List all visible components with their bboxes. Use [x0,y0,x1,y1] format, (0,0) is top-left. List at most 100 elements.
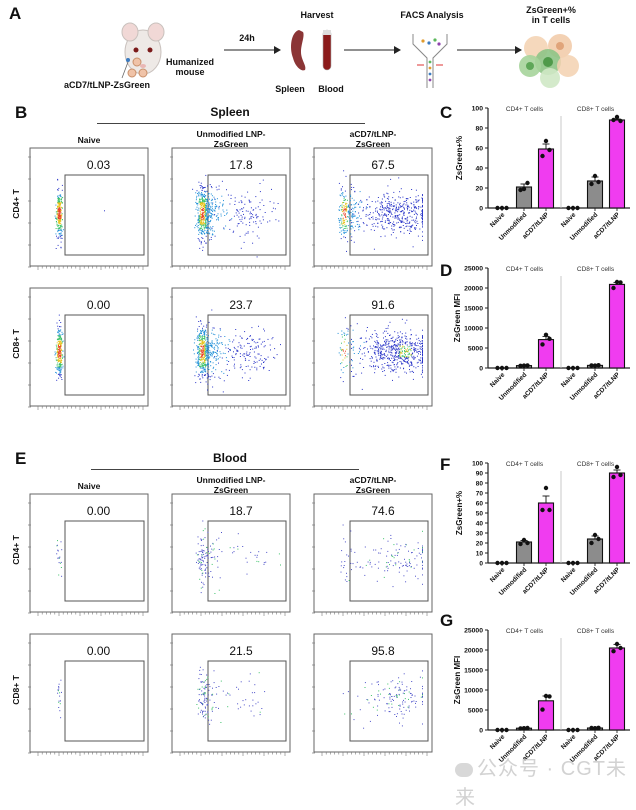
event-dot [422,547,423,549]
event-dot [374,346,376,348]
event-dot [407,357,409,359]
event-dot [57,214,59,216]
event-dot [346,327,348,329]
gate[interactable] [207,520,287,602]
event-dot [398,207,400,209]
event-dot [415,702,416,704]
event-dot [348,213,350,215]
event-dot [208,223,210,225]
event-dot [365,208,367,210]
event-dot [382,366,384,368]
event-dot [225,694,227,696]
gate[interactable] [64,174,145,256]
event-dot [203,199,205,201]
event-dot [403,203,405,205]
gate[interactable] [207,174,287,256]
event-dot [216,342,218,344]
event-dot [400,206,402,207]
event-dot [241,337,243,339]
event-dot [207,374,209,376]
event-dot [422,329,423,331]
event-dot [205,572,207,574]
event-dot [57,331,59,333]
event-dot [246,353,248,355]
gate[interactable] [349,314,429,396]
event-dot [207,374,209,376]
event-dot [367,351,369,353]
gate[interactable] [349,174,429,256]
event-dot [404,342,406,344]
event-dot [210,551,212,553]
event-dot [414,349,416,351]
event-dot [207,564,209,566]
event-dot [396,215,398,217]
y-tick-label: 20 [475,186,483,193]
event-dot [57,244,59,246]
event-dot [422,358,423,360]
event-dot [391,354,393,356]
event-dot [210,353,212,355]
event-dot [202,363,204,365]
event-dot [211,215,213,217]
event-dot [354,211,356,213]
event-dot [203,206,205,208]
gate[interactable] [349,520,429,602]
event-dot [204,528,206,530]
event-dot [60,336,61,338]
event-dot [406,563,408,565]
event-dot [419,342,421,344]
event-dot [351,215,353,217]
event-dot [422,224,423,226]
event-dot [197,193,198,195]
event-dot [422,670,423,672]
event-dot [360,566,362,568]
gate[interactable] [349,660,429,742]
event-dot [226,189,227,191]
event-dot [201,330,203,332]
event-dot [376,709,378,711]
event-dot [375,208,376,210]
event-dot [399,206,401,208]
event-dot [398,705,400,706]
event-dot [343,228,345,229]
event-dot [366,199,368,201]
event-dot [396,337,398,339]
event-dot [408,550,409,552]
event-dot [412,246,414,248]
event-dot [229,349,231,351]
event-dot [212,687,213,689]
event-dot [198,202,200,204]
event-dot [348,580,350,581]
event-dot [265,358,267,360]
event-dot [392,349,394,351]
event-dot [205,174,207,176]
event-dot [209,699,211,701]
event-dot [420,361,422,363]
event-dot [233,357,235,358]
event-dot [397,355,399,356]
event-dot [392,369,393,371]
gate[interactable] [64,314,145,396]
event-dot [405,561,407,563]
event-dot [201,554,203,556]
event-dot [59,338,61,340]
event-dot [256,367,258,369]
event-dot [401,362,403,364]
event-dot [388,340,390,342]
event-dot [404,347,406,349]
event-dot [201,574,203,576]
event-dot [343,208,345,210]
gate[interactable] [207,314,287,396]
event-dot [208,719,210,721]
gate[interactable] [64,660,145,742]
event-dot [55,221,57,223]
gate[interactable] [64,520,145,602]
event-dot [401,218,403,220]
event-dot [387,550,389,552]
gate[interactable] [207,660,287,742]
event-dot [413,209,415,211]
event-dot [266,551,268,553]
event-dot [198,326,200,327]
event-dot [398,347,400,349]
event-dot [263,562,265,564]
